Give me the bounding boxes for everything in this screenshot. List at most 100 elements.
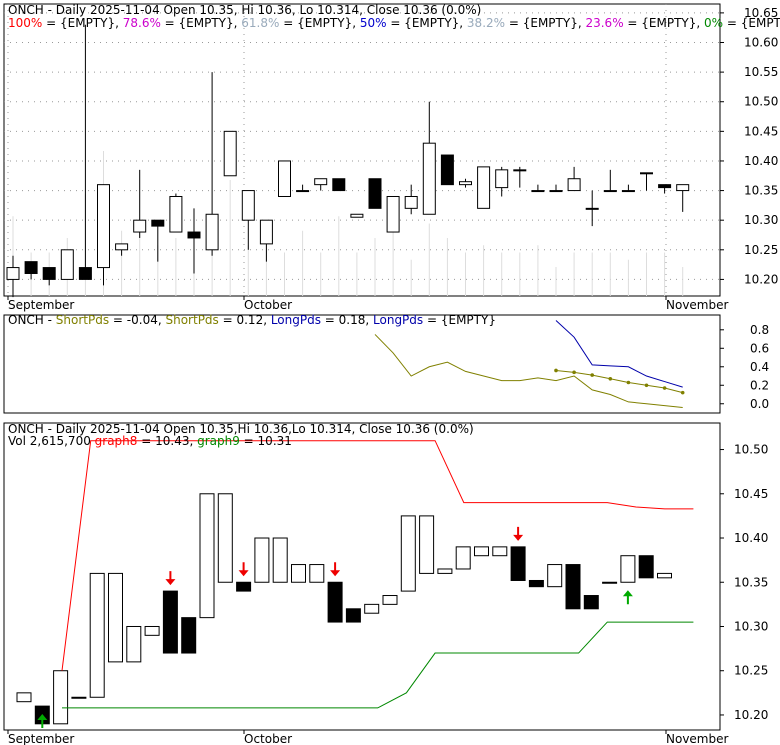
kagi-panel: 10.20 10.25 10.30 10.35 10.40 10.45 10.50 Sept… — [3, 422, 768, 745]
kagi-bar — [382, 595, 398, 605]
y-tick-label: 10.30 — [734, 619, 768, 633]
y-tick-label: 10.40 — [734, 531, 768, 545]
y-tick-label: 10.50 — [734, 443, 768, 457]
y-tick-label: 10.20 — [744, 272, 778, 286]
kagi-bar — [126, 625, 142, 663]
graph-series-value: = 10.43, — [137, 434, 197, 448]
kagi-bar — [364, 603, 380, 614]
candle-body — [259, 219, 273, 245]
fib-levels-legend: 100% = {EMPTY}, 78.6% = {EMPTY}, 61.8% =… — [8, 16, 780, 30]
volume-bars — [12, 151, 684, 296]
kagi-bar — [620, 555, 636, 583]
candle-body — [549, 190, 563, 193]
kagi-bar — [602, 581, 618, 584]
kagi-bar — [474, 546, 489, 557]
candle — [133, 169, 147, 238]
kagi-bar — [162, 590, 178, 654]
fib-level-value: = {EMPTY}, — [624, 16, 704, 30]
indicator-panel: 0.0 0.2 0.4 0.6 0.8 ONCH - ShortPds = -0.04,… — [3, 313, 769, 414]
candle-body — [60, 249, 74, 280]
kagi-bar — [291, 564, 306, 583]
candle-body — [459, 181, 472, 186]
candle — [259, 219, 273, 262]
candle — [332, 178, 346, 192]
indicator-series-label: ShortPds — [165, 313, 218, 327]
candle-body — [115, 243, 129, 251]
graph8-line — [61, 440, 694, 671]
candle-body — [640, 172, 653, 175]
y-tick-label: 10.50 — [744, 95, 778, 109]
candle-body — [585, 207, 599, 210]
kagi-bar — [437, 568, 453, 574]
indicator-series-label: LongPds — [271, 313, 321, 327]
x-tick-label: November — [666, 732, 728, 745]
kagi-bar — [181, 617, 197, 654]
candle-body — [187, 231, 201, 239]
candle-body — [621, 190, 635, 193]
candle-body — [676, 184, 690, 192]
kagi-panel-frame — [3, 422, 721, 731]
candle — [603, 169, 617, 193]
kagi-bar — [528, 579, 544, 588]
candle — [422, 101, 436, 215]
candle-body — [368, 178, 382, 209]
kagi-bar — [217, 493, 233, 583]
candle-body — [278, 160, 291, 197]
kagi-bar — [419, 515, 435, 574]
y-tick-label: 10.40 — [744, 154, 778, 168]
candle-body — [440, 154, 454, 186]
candle — [621, 184, 635, 193]
candle — [531, 184, 545, 193]
candles — [6, 24, 690, 298]
fib-level-value: = {EMPTY}, — [505, 16, 585, 30]
y-tick-label: 10.55 — [744, 65, 778, 79]
indicator-series-value: = 0.18, — [321, 313, 373, 327]
candle — [386, 195, 400, 233]
candle — [549, 184, 563, 193]
y-tick-label: 0.6 — [750, 341, 769, 355]
candle — [60, 249, 74, 280]
kagi-bar — [108, 572, 123, 663]
buy-arrow — [622, 590, 633, 605]
fib-level-label: 38.2% — [467, 16, 505, 30]
indicator-marker — [590, 373, 594, 377]
candle-body — [6, 267, 20, 280]
y-tick-label: 10.45 — [734, 487, 768, 501]
kagi-bar — [309, 564, 325, 583]
candle-body — [241, 190, 255, 221]
candle-body — [205, 213, 219, 251]
candle — [24, 261, 38, 280]
candle — [640, 172, 653, 191]
candle — [676, 184, 690, 212]
candle — [278, 160, 291, 197]
indicator-marker — [572, 370, 576, 375]
y-tick-label: 10.25 — [734, 664, 768, 678]
kagi-bar — [199, 493, 215, 619]
candle-body — [223, 130, 237, 177]
fib-level-label: 61.8% — [241, 16, 279, 30]
graph-lines — [61, 440, 694, 709]
candle-body — [350, 213, 364, 218]
candle — [241, 190, 255, 250]
fib-level-label: 100% — [8, 16, 42, 30]
kagi-bar — [583, 595, 599, 610]
fib-level-label: 50% — [360, 16, 387, 30]
kagi-bar — [89, 572, 105, 698]
candle — [205, 72, 219, 256]
kagi-bar — [510, 546, 526, 581]
kagi-bar — [565, 564, 581, 610]
candle-body — [24, 261, 38, 274]
candle — [368, 178, 382, 209]
kagi-bar — [547, 564, 563, 588]
kagi-bar — [638, 555, 654, 579]
x-tick-label: October — [244, 298, 292, 312]
candle-body — [332, 178, 346, 192]
y-tick-label: 0.8 — [750, 323, 769, 337]
candle — [585, 190, 599, 227]
indicator-marker — [680, 390, 685, 395]
candle-body — [422, 142, 436, 215]
indicator-panel-header: ONCH - ShortPds = -0.04, ShortPds = 0.12… — [8, 313, 496, 327]
indicator-series-value: = 0.12, — [219, 313, 271, 327]
candle — [658, 184, 672, 194]
